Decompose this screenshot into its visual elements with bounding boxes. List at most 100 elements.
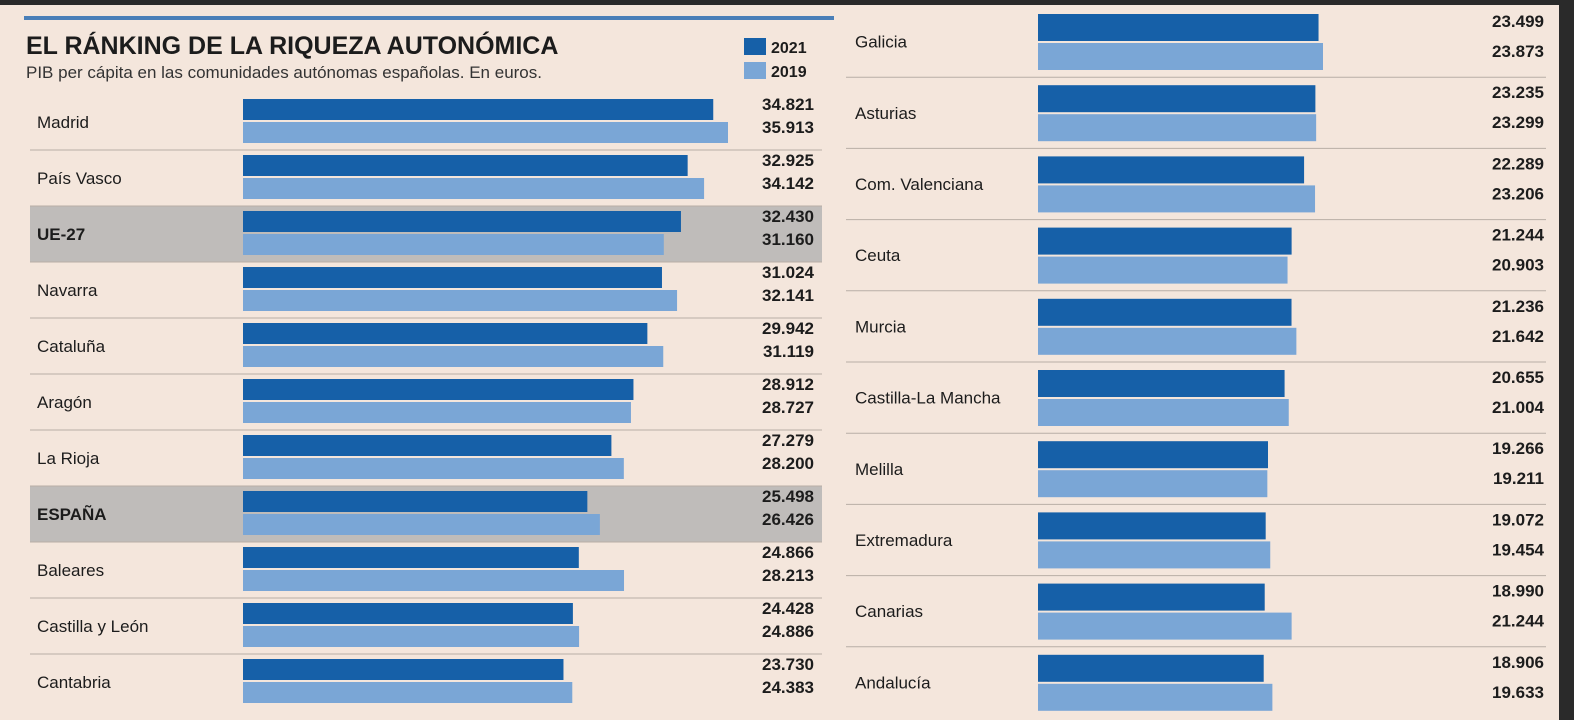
- value-label-2019: 28.727: [762, 398, 814, 417]
- value-label-2021: 21.236: [1492, 297, 1544, 316]
- region-label: La Rioja: [37, 449, 100, 468]
- value-label-2019: 24.383: [762, 678, 814, 697]
- bar-2019: [243, 290, 678, 311]
- value-label-2019: 19.454: [1492, 540, 1545, 559]
- bar-2021: [243, 659, 564, 680]
- bar-2019: [243, 682, 573, 703]
- region-label: Andalucía: [855, 673, 931, 692]
- bar-2021: [243, 155, 688, 176]
- value-label-2021: 21.244: [1492, 226, 1545, 245]
- value-label-2021: 27.279: [762, 431, 814, 450]
- value-label-2021: 23.499: [1492, 12, 1544, 31]
- bar-2019: [243, 234, 664, 255]
- bar-2019: [243, 458, 624, 479]
- region-label: Com. Valenciana: [855, 175, 984, 194]
- region-label: Ceuta: [855, 246, 901, 265]
- region-label: Murcia: [855, 317, 907, 336]
- value-label-2021: 20.655: [1492, 368, 1544, 387]
- region-label: País Vasco: [37, 169, 122, 188]
- region-label: Madrid: [37, 113, 89, 132]
- region-label: Extremadura: [855, 531, 953, 550]
- bar-2021: [243, 211, 681, 232]
- value-label-2019: 19.633: [1492, 683, 1544, 702]
- value-label-2021: 29.942: [762, 319, 814, 338]
- value-label-2019: 28.200: [762, 454, 814, 473]
- bar-2021: [1038, 298, 1292, 326]
- bar-2019: [243, 626, 580, 647]
- bar-2021: [1038, 14, 1319, 41]
- value-label-2019: 23.873: [1492, 42, 1544, 61]
- bar-2019: [1038, 185, 1316, 213]
- bar-2019: [1038, 683, 1273, 711]
- chart-subtitle: PIB per cápita en las comunidades autóno…: [26, 63, 542, 82]
- region-label: ESPAÑA: [37, 504, 107, 524]
- bar-2021: [1038, 512, 1266, 540]
- value-label-2019: 23.299: [1492, 113, 1544, 132]
- region-label: Castilla y León: [37, 617, 149, 636]
- value-label-2021: 22.289: [1492, 154, 1544, 173]
- value-label-2021: 28.912: [762, 375, 814, 394]
- value-label-2019: 19.211: [1493, 469, 1544, 488]
- value-label-2019: 31.160: [762, 230, 814, 249]
- value-label-2019: 21.004: [1492, 398, 1545, 417]
- value-label-2021: 23.730: [762, 655, 814, 674]
- value-label-2019: 23.206: [1492, 184, 1544, 203]
- value-label-2019: 31.119: [763, 342, 814, 361]
- region-label: Castilla-La Mancha: [855, 389, 1001, 408]
- bar-2021: [243, 491, 588, 512]
- legend-label-2021: 2021: [771, 40, 807, 57]
- bar-2019: [1038, 43, 1323, 70]
- bar-2019: [243, 570, 625, 591]
- bar-2019: [243, 178, 705, 199]
- bar-2019: [243, 122, 728, 143]
- value-label-2021: 19.072: [1492, 510, 1544, 529]
- bar-2021: [1038, 85, 1316, 113]
- value-label-2021: 32.925: [762, 151, 814, 170]
- value-label-2019: 26.426: [762, 510, 814, 529]
- legend-swatch-2021: [744, 38, 766, 55]
- bar-2019: [1038, 256, 1288, 284]
- right-panel: Galicia 23.499 23.873 Asturias 23.235 23.299 C…: [846, 12, 1546, 711]
- value-label-2021: 19.266: [1492, 439, 1544, 458]
- legend-label-2019: 2019: [771, 64, 807, 81]
- value-label-2019: 35.913: [762, 118, 814, 137]
- bar-2021: [243, 435, 612, 456]
- region-label: Baleares: [37, 561, 104, 580]
- value-label-2021: 25.498: [762, 487, 814, 506]
- bar-2019: [1038, 470, 1268, 498]
- value-label-2021: 31.024: [762, 263, 815, 282]
- bar-2021: [243, 99, 714, 120]
- bar-2021: [1038, 654, 1264, 682]
- bar-2019: [243, 402, 631, 423]
- region-label: Asturias: [855, 104, 916, 123]
- value-label-2021: 23.235: [1492, 83, 1544, 102]
- value-label-2019: 28.213: [762, 566, 814, 585]
- bar-2019: [243, 346, 664, 367]
- value-label-2019: 34.142: [762, 174, 814, 193]
- value-label-2019: 32.141: [762, 286, 814, 305]
- bar-2021: [243, 547, 579, 568]
- bar-2021: [1038, 370, 1285, 397]
- value-label-2021: 24.866: [762, 543, 814, 562]
- bar-2019: [1038, 541, 1271, 569]
- region-label: Aragón: [37, 393, 92, 412]
- legend-swatch-2019: [744, 62, 766, 79]
- bar-2021: [1038, 227, 1292, 255]
- region-label: Galicia: [855, 33, 908, 52]
- value-label-2021: 18.990: [1492, 582, 1544, 601]
- bar-2019: [1038, 327, 1297, 355]
- bar-2021: [243, 379, 634, 400]
- region-label: Melilla: [855, 460, 904, 479]
- value-label-2019: 24.886: [762, 622, 814, 641]
- bar-2019: [1038, 612, 1292, 640]
- value-label-2019: 21.244: [1492, 612, 1545, 631]
- bar-2021: [243, 267, 662, 288]
- region-label: Canarias: [855, 602, 923, 621]
- value-label-2021: 18.906: [1492, 653, 1544, 672]
- value-label-2021: 24.428: [762, 599, 814, 618]
- bar-2019: [1038, 399, 1289, 426]
- left-panel: Madrid 34.821 35.913 País Vasco 32.925 34.142…: [30, 95, 822, 703]
- region-label: Cantabria: [37, 673, 111, 692]
- value-label-2021: 32.430: [762, 207, 814, 226]
